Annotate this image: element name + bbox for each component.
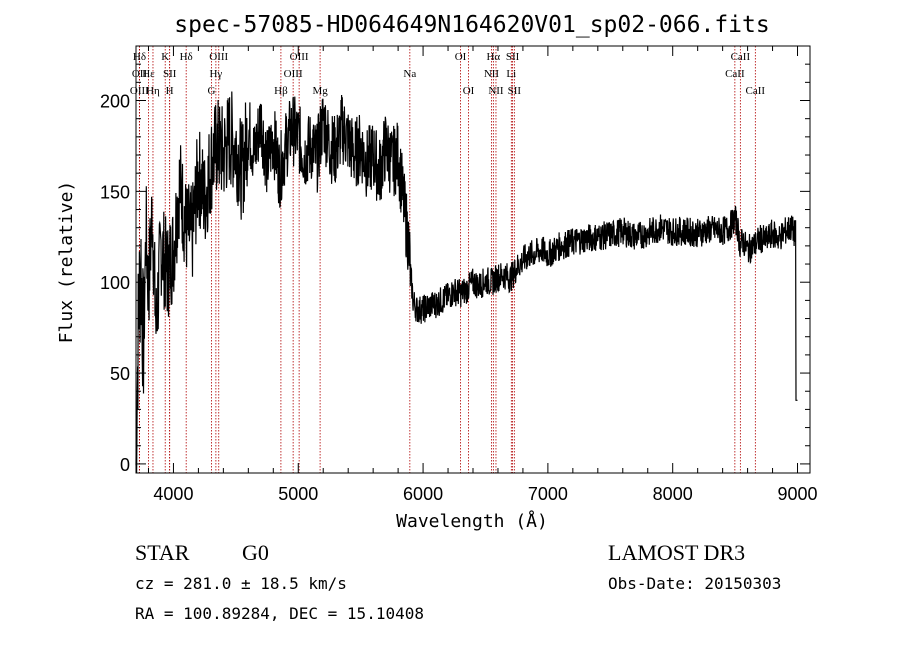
plot-frame <box>135 45 811 474</box>
x-tick-label: 7000 <box>528 484 568 504</box>
emission-line-label: Hε <box>142 68 155 80</box>
emission-line-label: CaII <box>731 51 751 63</box>
x-axis-label: Wavelength (Å) <box>396 510 548 532</box>
emission-line-label: OIII <box>130 85 149 97</box>
x-tick-label: 9000 <box>777 484 817 504</box>
chart-title: spec-57085-HD064649N164620V01_sp02-066.f… <box>174 12 769 38</box>
y-tick-label: 150 <box>100 182 130 202</box>
emission-line-label: H <box>166 85 174 97</box>
emission-line-label: Hγ <box>209 68 222 80</box>
emission-line-label: Hδ <box>180 51 193 63</box>
emission-line-label: Hη <box>146 85 160 97</box>
emission-line-label: OIII <box>284 68 303 80</box>
emission-line-label: OIII <box>209 51 228 63</box>
y-tick-label: 50 <box>110 364 130 384</box>
emission-line-label: OI <box>463 85 475 97</box>
y-tick-label: 0 <box>120 455 130 475</box>
x-tick-label: 8000 <box>653 484 693 504</box>
emission-line-label: SII <box>163 68 177 80</box>
ra-dec: RA = 100.89284, DEC = 15.10408 <box>135 604 424 623</box>
emission-line-label: OIII <box>290 51 309 63</box>
survey-name: LAMOST DR3 <box>608 540 745 565</box>
y-tick-label: 100 <box>100 273 130 293</box>
emission-line-label: CaII <box>746 85 766 97</box>
x-tick-label: 6000 <box>403 484 443 504</box>
emission-line-label: Hδ <box>133 51 146 63</box>
emission-line-label: Li <box>506 68 516 80</box>
emission-line-label: NII <box>488 85 504 97</box>
emission-line-label: Na <box>403 68 416 80</box>
emission-line-label: OI <box>455 51 467 63</box>
emission-line-label: G <box>208 85 216 97</box>
y-tick-label: 200 <box>100 92 130 112</box>
emission-line-label: Hβ <box>274 85 288 97</box>
y-axis-label: Flux (relative) <box>56 181 77 344</box>
x-tick-label: 4000 <box>153 484 193 504</box>
emission-line-label: Mg <box>312 85 328 97</box>
emission-line-label: CaII <box>725 68 745 80</box>
x-tick-label: 5000 <box>278 484 318 504</box>
x-axis-ticks: 4000 5000 6000 7000 8000 9000 <box>147 46 818 504</box>
emission-line-label: SII <box>508 85 522 97</box>
object-class: STAR <box>135 540 190 565</box>
emission-line-label: NII <box>484 68 500 80</box>
object-subclass: G0 <box>242 540 269 565</box>
obs-date: Obs-Date: 20150303 <box>608 574 781 593</box>
emission-line-label: Hα <box>486 51 500 63</box>
redshift-text: cz = 281.0 ± 18.5 km/s <box>135 574 347 593</box>
y-axis-ticks: 0 50 100 150 200 <box>100 63 810 475</box>
emission-line-label: SII <box>506 51 520 63</box>
spectrum-series <box>135 91 798 474</box>
emission-line-label: K <box>161 51 169 63</box>
spectrum-line <box>135 91 798 474</box>
